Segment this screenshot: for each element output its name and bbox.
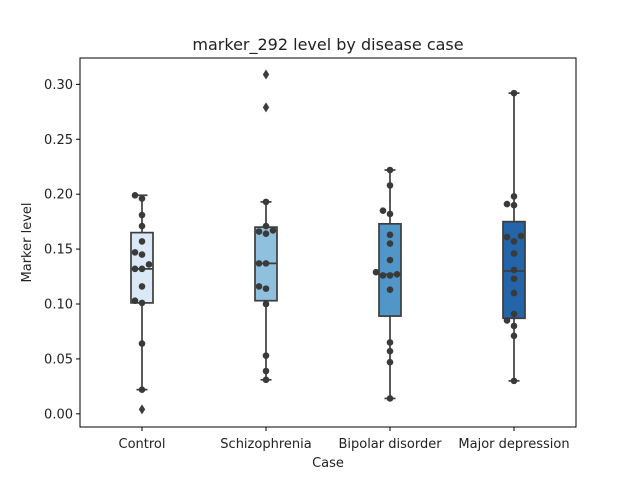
data-point bbox=[269, 227, 277, 234]
data-point bbox=[510, 201, 518, 209]
data-point bbox=[386, 210, 394, 218]
data-point bbox=[262, 376, 270, 384]
data-point bbox=[386, 240, 394, 247]
data-point bbox=[386, 395, 394, 402]
data-point bbox=[138, 211, 146, 219]
data-point bbox=[386, 182, 394, 189]
axes-layer: 0.00 0.05 0.10 0.15 0.20 0.25 0.30 Control Schiz… bbox=[44, 78, 570, 452]
data-point bbox=[145, 261, 153, 268]
data-point bbox=[262, 222, 270, 230]
data-point bbox=[386, 286, 394, 294]
outlier-marker bbox=[262, 102, 270, 113]
plot-frame bbox=[79, 57, 577, 428]
data-point bbox=[138, 299, 146, 307]
data-point bbox=[503, 317, 511, 324]
box-2 bbox=[378, 222, 402, 317]
data-point bbox=[379, 272, 387, 279]
y-axis-title: Marker level bbox=[20, 203, 35, 283]
data-point bbox=[393, 271, 401, 278]
data-point bbox=[386, 256, 394, 264]
data-point bbox=[386, 231, 394, 239]
y-tick-label: 0.25 bbox=[44, 133, 73, 148]
x-tick-label: Major depression bbox=[458, 437, 569, 452]
data-point bbox=[138, 265, 146, 273]
x-tick-label: Control bbox=[119, 437, 166, 452]
data-point bbox=[262, 300, 270, 308]
outlier-marker bbox=[262, 69, 270, 80]
data-point bbox=[138, 222, 146, 230]
data-point bbox=[255, 260, 263, 267]
data-point bbox=[517, 232, 525, 240]
x-tick-label: Bipolar disorder bbox=[338, 437, 442, 452]
data-point bbox=[510, 289, 518, 297]
data-point bbox=[138, 195, 146, 202]
data-point bbox=[510, 250, 518, 257]
data-point bbox=[386, 272, 394, 279]
data-point bbox=[510, 193, 518, 200]
chart-title: marker_292 level by disease case bbox=[192, 35, 463, 55]
y-tick-label: 0.10 bbox=[44, 298, 73, 313]
data-point bbox=[262, 367, 270, 375]
data-point bbox=[138, 283, 146, 290]
data-point bbox=[262, 352, 270, 359]
data-point bbox=[138, 340, 146, 347]
data-point bbox=[386, 339, 394, 346]
data-point bbox=[131, 265, 139, 273]
data-point bbox=[503, 233, 511, 241]
data-point bbox=[372, 268, 380, 276]
data-point bbox=[379, 207, 387, 214]
data-point bbox=[510, 322, 518, 330]
points-layer bbox=[131, 89, 525, 402]
data-point bbox=[262, 260, 270, 267]
data-point bbox=[510, 266, 518, 274]
data-point bbox=[138, 386, 146, 393]
data-point bbox=[262, 198, 270, 206]
data-point bbox=[510, 377, 518, 385]
data-point bbox=[386, 347, 394, 355]
data-point bbox=[131, 249, 139, 256]
y-tick-label: 0.20 bbox=[44, 188, 73, 203]
data-point bbox=[510, 310, 518, 318]
data-point bbox=[510, 89, 518, 97]
data-point bbox=[510, 238, 518, 245]
y-tick-label: 0.00 bbox=[44, 407, 73, 422]
data-point bbox=[262, 230, 270, 238]
data-point bbox=[510, 275, 518, 283]
data-point bbox=[503, 200, 511, 208]
y-tick-label: 0.30 bbox=[44, 78, 73, 93]
data-point bbox=[255, 228, 263, 235]
data-point bbox=[386, 358, 394, 366]
data-point bbox=[131, 191, 139, 199]
outlier-marker bbox=[138, 404, 146, 415]
data-point bbox=[255, 283, 263, 290]
y-tick-label: 0.15 bbox=[44, 243, 73, 258]
data-point bbox=[262, 285, 270, 292]
x-axis-title: Case bbox=[312, 456, 344, 471]
y-tick-label: 0.05 bbox=[44, 352, 73, 367]
data-point bbox=[386, 166, 394, 174]
x-tick-label: Schizophrenia bbox=[220, 437, 311, 452]
data-point bbox=[510, 332, 518, 340]
data-point bbox=[138, 238, 146, 245]
data-point bbox=[138, 251, 146, 258]
data-point bbox=[131, 297, 139, 305]
